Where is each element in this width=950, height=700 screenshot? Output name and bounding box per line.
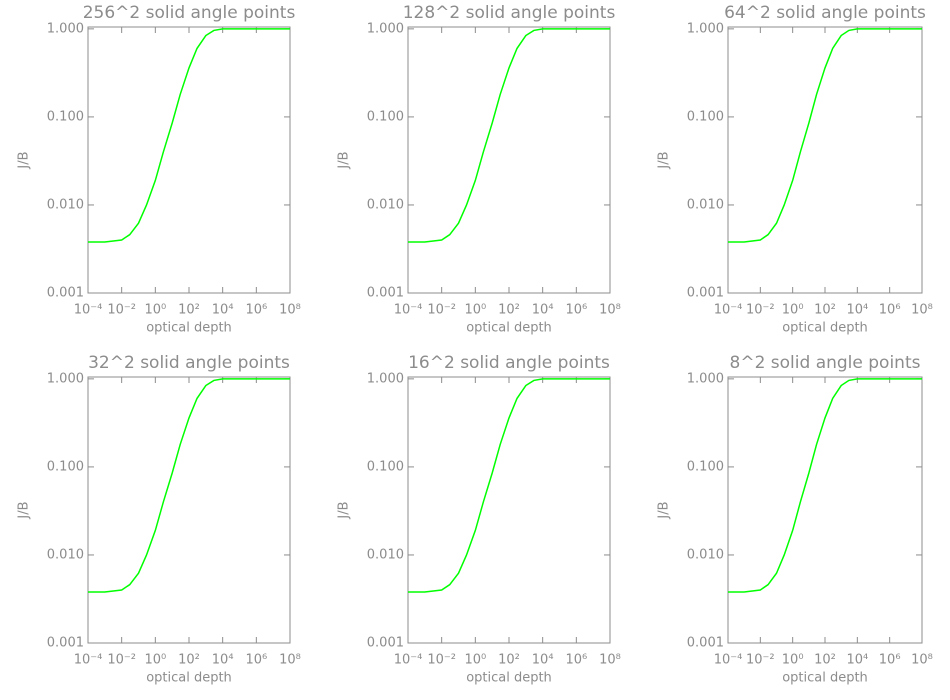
x-tick-label: 10⁶ xyxy=(565,303,587,318)
y-axis-label: J/B xyxy=(17,151,32,169)
data-line xyxy=(408,28,610,243)
x-tick-label: 10⁸ xyxy=(279,303,301,318)
y-tick-label: 0.100 xyxy=(687,459,724,474)
x-tick-label: 10² xyxy=(498,653,520,668)
x-axis-label: optical depth xyxy=(782,321,868,336)
y-tick-label: 0.100 xyxy=(47,459,84,474)
data-line xyxy=(728,28,922,243)
x-tick-label: 10⁴ xyxy=(846,303,868,318)
x-tick-label: 10² xyxy=(814,653,836,668)
y-tick-label: 1.000 xyxy=(47,371,84,386)
data-line xyxy=(88,378,290,593)
panel-title: 8^2 solid angle points xyxy=(730,353,921,373)
panel-title: 16^2 solid angle points xyxy=(408,353,610,373)
y-tick-label: 1.000 xyxy=(367,21,404,36)
y-tick-label: 0.001 xyxy=(47,286,84,301)
x-tick-label: 10⁴ xyxy=(532,653,554,668)
x-tick-label: 10⁻⁴ xyxy=(394,653,423,668)
y-tick-label: 0.010 xyxy=(687,547,724,562)
x-tick-label: 10² xyxy=(178,653,200,668)
x-tick-label: 10⁻² xyxy=(427,303,456,318)
y-tick-label: 1.000 xyxy=(47,21,84,36)
panel-title: 128^2 solid angle points xyxy=(403,3,616,23)
y-tick-label: 0.100 xyxy=(47,109,84,124)
x-tick-label: 10⁸ xyxy=(911,653,933,668)
x-tick-label: 10⁰ xyxy=(144,303,166,318)
x-tick-label: 10⁶ xyxy=(565,653,587,668)
x-tick-label: 10⁴ xyxy=(846,653,868,668)
panel-title: 64^2 solid angle points xyxy=(724,3,926,23)
x-tick-label: 10⁻² xyxy=(746,303,775,318)
x-tick-label: 10⁻² xyxy=(107,653,136,668)
x-tick-label: 10⁸ xyxy=(599,303,621,318)
x-tick-label: 10⁻² xyxy=(107,303,136,318)
x-tick-label: 10⁰ xyxy=(144,653,166,668)
y-tick-label: 0.001 xyxy=(47,636,84,651)
x-tick-label: 10⁴ xyxy=(532,303,554,318)
y-tick-label: 1.000 xyxy=(367,371,404,386)
x-axis-label: optical depth xyxy=(466,321,552,336)
data-line xyxy=(728,378,922,593)
x-tick-label: 10⁰ xyxy=(782,653,804,668)
x-axis-label: optical depth xyxy=(146,671,232,686)
x-tick-label: 10⁻⁴ xyxy=(74,303,103,318)
x-axis-label: optical depth xyxy=(466,671,552,686)
data-line xyxy=(88,28,290,243)
y-tick-label: 1.000 xyxy=(687,21,724,36)
x-tick-label: 10⁶ xyxy=(879,653,901,668)
x-tick-label: 10⁶ xyxy=(879,303,901,318)
y-axis-label: J/B xyxy=(337,501,352,519)
y-tick-label: 0.010 xyxy=(47,547,84,562)
x-tick-label: 10⁻⁴ xyxy=(74,653,103,668)
panel-title: 256^2 solid angle points xyxy=(83,3,296,23)
y-tick-label: 0.001 xyxy=(687,286,724,301)
y-tick-label: 0.010 xyxy=(367,197,404,212)
x-tick-label: 10² xyxy=(498,303,520,318)
x-tick-label: 10⁻² xyxy=(746,653,775,668)
x-tick-label: 10⁶ xyxy=(245,653,267,668)
x-tick-label: 10⁴ xyxy=(212,653,234,668)
x-tick-label: 10⁻⁴ xyxy=(714,653,743,668)
y-axis-label: J/B xyxy=(17,501,32,519)
x-tick-label: 10⁰ xyxy=(782,303,804,318)
x-tick-label: 10⁸ xyxy=(599,653,621,668)
x-tick-label: 10⁴ xyxy=(212,303,234,318)
x-tick-label: 10⁸ xyxy=(911,303,933,318)
y-axis-label: J/B xyxy=(657,151,672,169)
x-tick-label: 10⁰ xyxy=(464,303,486,318)
y-tick-label: 0.001 xyxy=(367,286,404,301)
y-tick-label: 0.100 xyxy=(367,109,404,124)
x-axis-label: optical depth xyxy=(146,321,232,336)
x-tick-label: 10⁸ xyxy=(279,653,301,668)
y-tick-label: 0.001 xyxy=(687,636,724,651)
x-tick-label: 10⁻⁴ xyxy=(714,303,743,318)
y-tick-label: 0.010 xyxy=(687,197,724,212)
data-line xyxy=(408,378,610,593)
x-tick-label: 10⁻² xyxy=(427,653,456,668)
y-tick-label: 0.001 xyxy=(367,636,404,651)
y-axis-label: J/B xyxy=(657,501,672,519)
x-tick-label: 10⁻⁴ xyxy=(394,303,423,318)
panel-title: 32^2 solid angle points xyxy=(88,353,290,373)
x-tick-label: 10⁶ xyxy=(245,303,267,318)
y-tick-label: 0.010 xyxy=(367,547,404,562)
y-tick-label: 0.010 xyxy=(47,197,84,212)
x-axis-label: optical depth xyxy=(782,671,868,686)
y-tick-label: 1.000 xyxy=(687,371,724,386)
y-axis-label: J/B xyxy=(337,151,352,169)
x-tick-label: 10⁰ xyxy=(464,653,486,668)
y-tick-label: 0.100 xyxy=(367,459,404,474)
y-tick-label: 0.100 xyxy=(687,109,724,124)
x-tick-label: 10² xyxy=(814,303,836,318)
x-tick-label: 10² xyxy=(178,303,200,318)
